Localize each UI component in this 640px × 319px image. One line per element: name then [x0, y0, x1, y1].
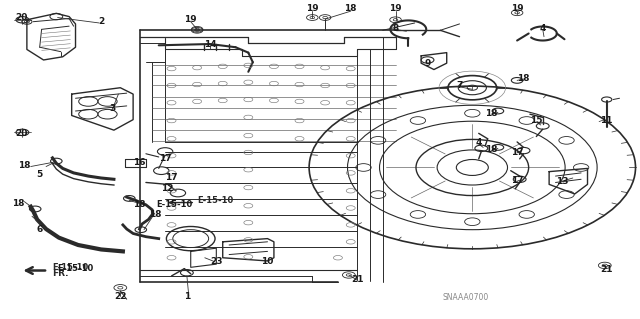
Text: 23: 23	[210, 257, 223, 266]
Text: 18: 18	[18, 161, 31, 170]
Text: E-15-10: E-15-10	[58, 264, 93, 273]
Text: 17: 17	[159, 154, 172, 163]
Text: 14: 14	[204, 40, 216, 48]
Text: 17: 17	[165, 173, 178, 182]
Text: 4: 4	[540, 24, 546, 33]
Text: 18: 18	[12, 199, 24, 208]
Text: E-15-10: E-15-10	[52, 263, 89, 272]
Text: 13: 13	[556, 177, 568, 186]
Text: 18: 18	[485, 109, 498, 118]
Text: 18: 18	[344, 4, 357, 13]
Text: 17: 17	[511, 176, 524, 185]
Text: 18: 18	[517, 74, 530, 83]
Text: 15: 15	[530, 116, 543, 125]
Text: 19: 19	[511, 4, 524, 13]
Text: 20: 20	[15, 130, 28, 138]
Text: 6: 6	[36, 225, 43, 234]
Text: FR.: FR.	[52, 269, 69, 278]
Text: 19: 19	[184, 15, 197, 24]
Text: 18: 18	[485, 145, 498, 154]
Text: 19: 19	[389, 4, 402, 13]
Text: E-15-10: E-15-10	[197, 196, 234, 205]
Text: 2: 2	[98, 17, 104, 26]
Text: 16: 16	[133, 158, 146, 167]
Text: SNAAA0700: SNAAA0700	[443, 293, 489, 302]
Text: E-15-10: E-15-10	[156, 200, 192, 209]
Text: 9: 9	[424, 59, 431, 68]
Text: 4: 4	[476, 138, 482, 147]
Text: 5: 5	[36, 170, 43, 179]
Text: 21: 21	[600, 265, 613, 274]
Text: 8: 8	[392, 24, 399, 33]
Text: 1: 1	[184, 292, 190, 301]
Text: 21: 21	[351, 275, 364, 284]
Text: 22: 22	[114, 292, 127, 301]
Text: 12: 12	[161, 184, 174, 193]
Text: 17: 17	[511, 148, 524, 157]
Text: 18: 18	[133, 200, 146, 209]
Text: 11: 11	[600, 116, 613, 125]
Text: 3: 3	[109, 104, 115, 113]
Text: 18: 18	[148, 210, 161, 219]
Text: 10: 10	[261, 257, 274, 266]
Text: 20: 20	[15, 13, 28, 22]
Text: 7: 7	[456, 81, 463, 90]
Text: 19: 19	[306, 4, 319, 13]
